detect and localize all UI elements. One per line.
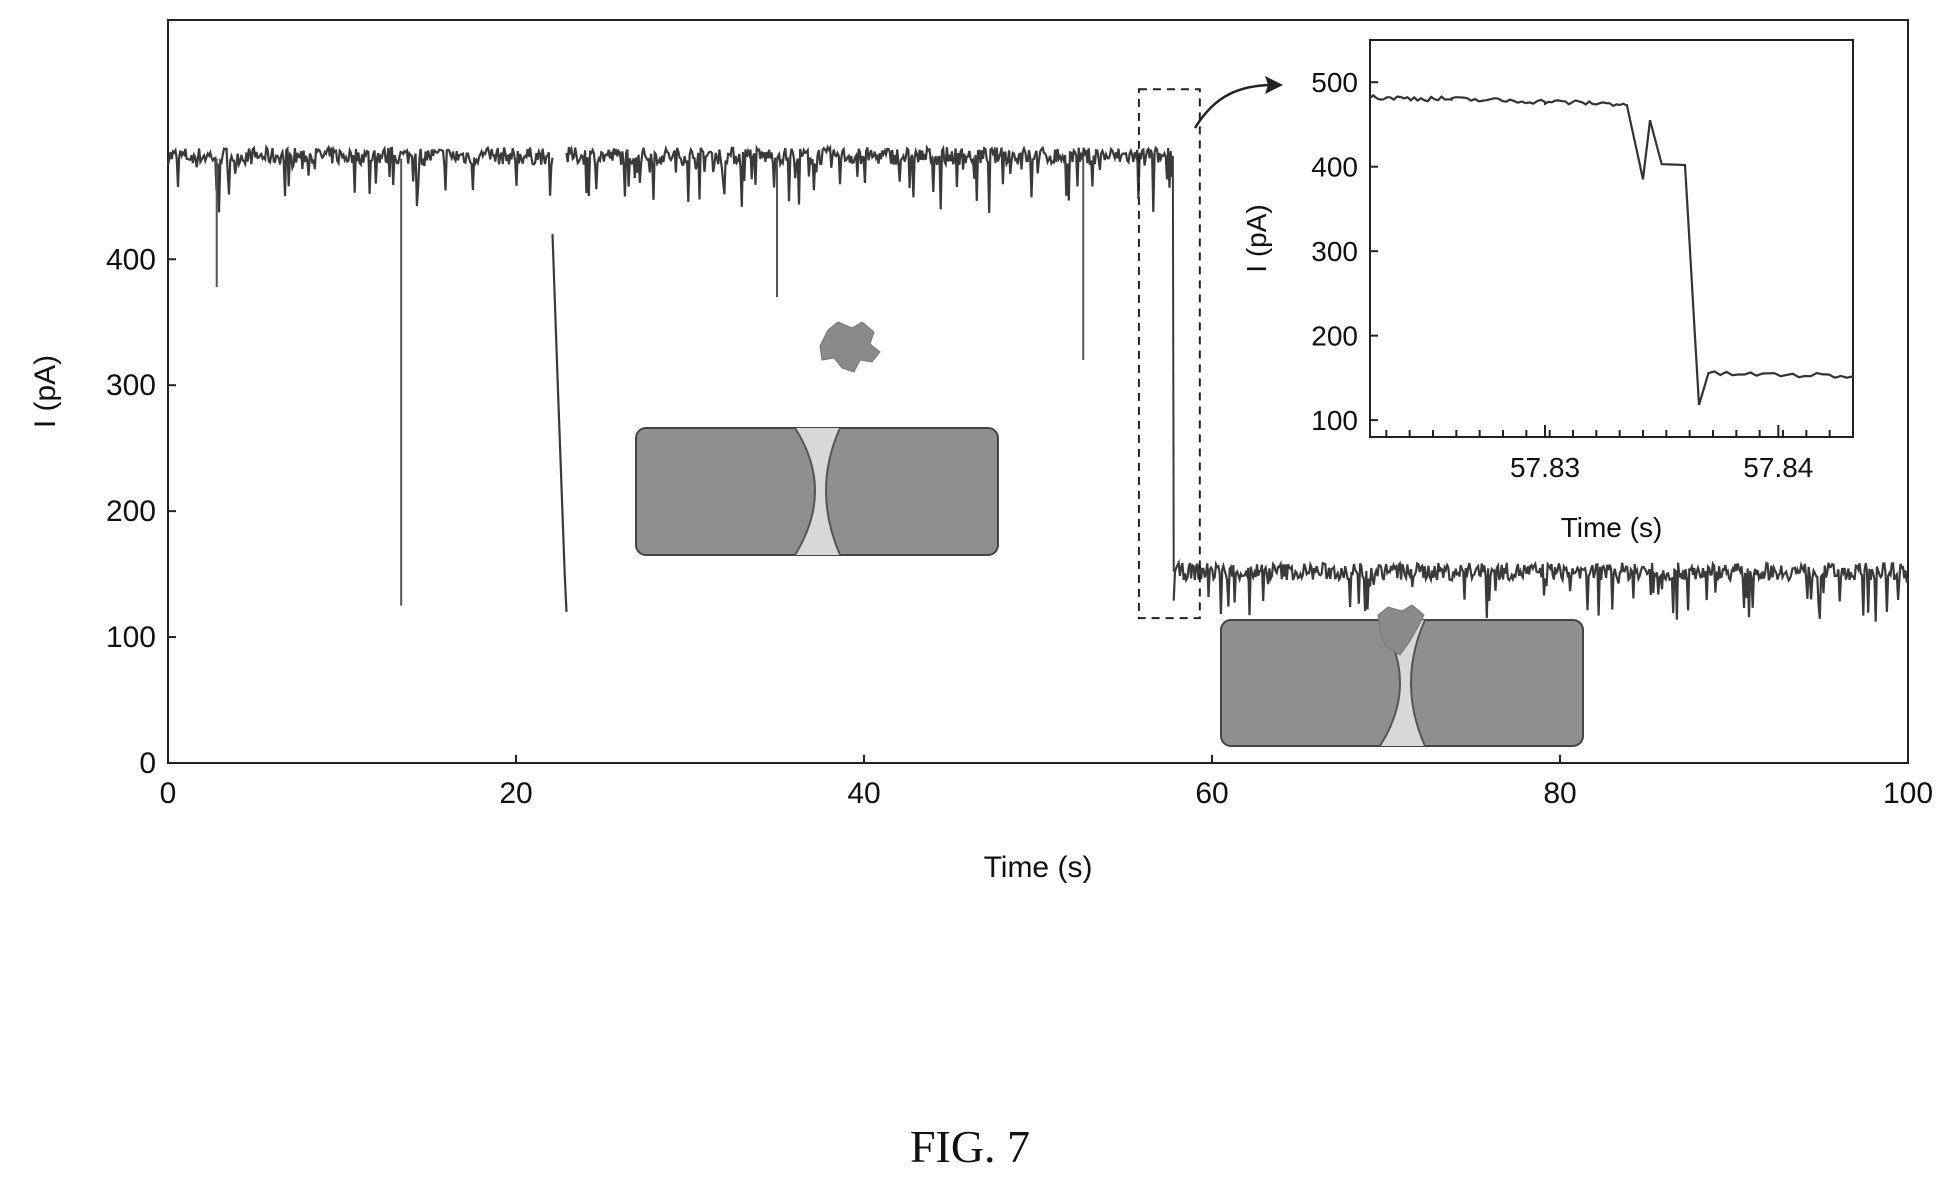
inset-y-tick-label-3: 400: [1311, 152, 1358, 183]
main-trace-segment-0: [166, 143, 554, 213]
inset-y-axis-label: I (pA): [1241, 204, 1272, 272]
main-x-tick-label-4: 80: [1543, 777, 1576, 810]
nanopore-schematic-open: [635, 321, 999, 556]
main-trace-segment-2: [565, 144, 1174, 213]
inset-x-tick-label-1: 57.84: [1743, 452, 1813, 483]
main-y-tick-label-4: 400: [106, 243, 156, 276]
main-trace-segment-3: [1172, 558, 1910, 622]
main-y-tick-label-3: 300: [106, 369, 156, 402]
main-data-trace: [166, 143, 1910, 622]
protein-blocking-icon: [1377, 604, 1425, 656]
main-x-axis-label: Time (s): [984, 851, 1093, 884]
figure-caption: FIG. 7: [909, 1121, 1031, 1172]
inset-chart-frame: [1369, 39, 1854, 438]
inset-y-tick-label-2: 300: [1311, 236, 1358, 267]
nanopore-schematic-blocked: [1220, 604, 1584, 747]
main-trace-drop: [1171, 156, 1175, 572]
inset-y-tick-label-4: 500: [1311, 67, 1358, 98]
main-x-tick-label-0: 0: [160, 777, 177, 810]
inset-axes: 100 200 300 400 500 57.83 57.84 Time (s) I (pA): [1241, 67, 1854, 543]
inset-y-tick-label-1: 200: [1311, 321, 1358, 352]
main-y-tick-label-1: 100: [106, 621, 156, 654]
main-x-tick-label-3: 60: [1195, 777, 1228, 810]
inset-trace-line: [1369, 93, 1854, 406]
zoom-arrow-head: [1265, 76, 1283, 94]
inset-y-tick-label-0: 100: [1311, 405, 1358, 436]
main-y-tick-label-2: 200: [106, 495, 156, 528]
main-x-tick-label-1: 20: [499, 777, 532, 810]
inset-x-tick-label-0: 57.83: [1510, 452, 1580, 483]
zoom-arrow: [1193, 83, 1276, 129]
main-y-tick-label-0: 0: [139, 747, 156, 780]
zoom-selection-box: [1137, 88, 1201, 620]
main-chart-frame: [167, 19, 1909, 764]
inset-data-trace: [1369, 93, 1854, 406]
protein-molecule-icon: [819, 321, 881, 373]
main-y-axis-label: I (pA): [29, 355, 62, 428]
main-x-tick-label-2: 40: [847, 777, 880, 810]
inset-x-axis-label: Time (s): [1561, 512, 1663, 543]
main-axes: 0 20 40 60 80 100 0 100 200 300 400 Time (s) I (pA): [29, 243, 1933, 884]
main-trace-segment-1: [551, 234, 568, 612]
main-x-tick-label-5: 100: [1883, 777, 1933, 810]
